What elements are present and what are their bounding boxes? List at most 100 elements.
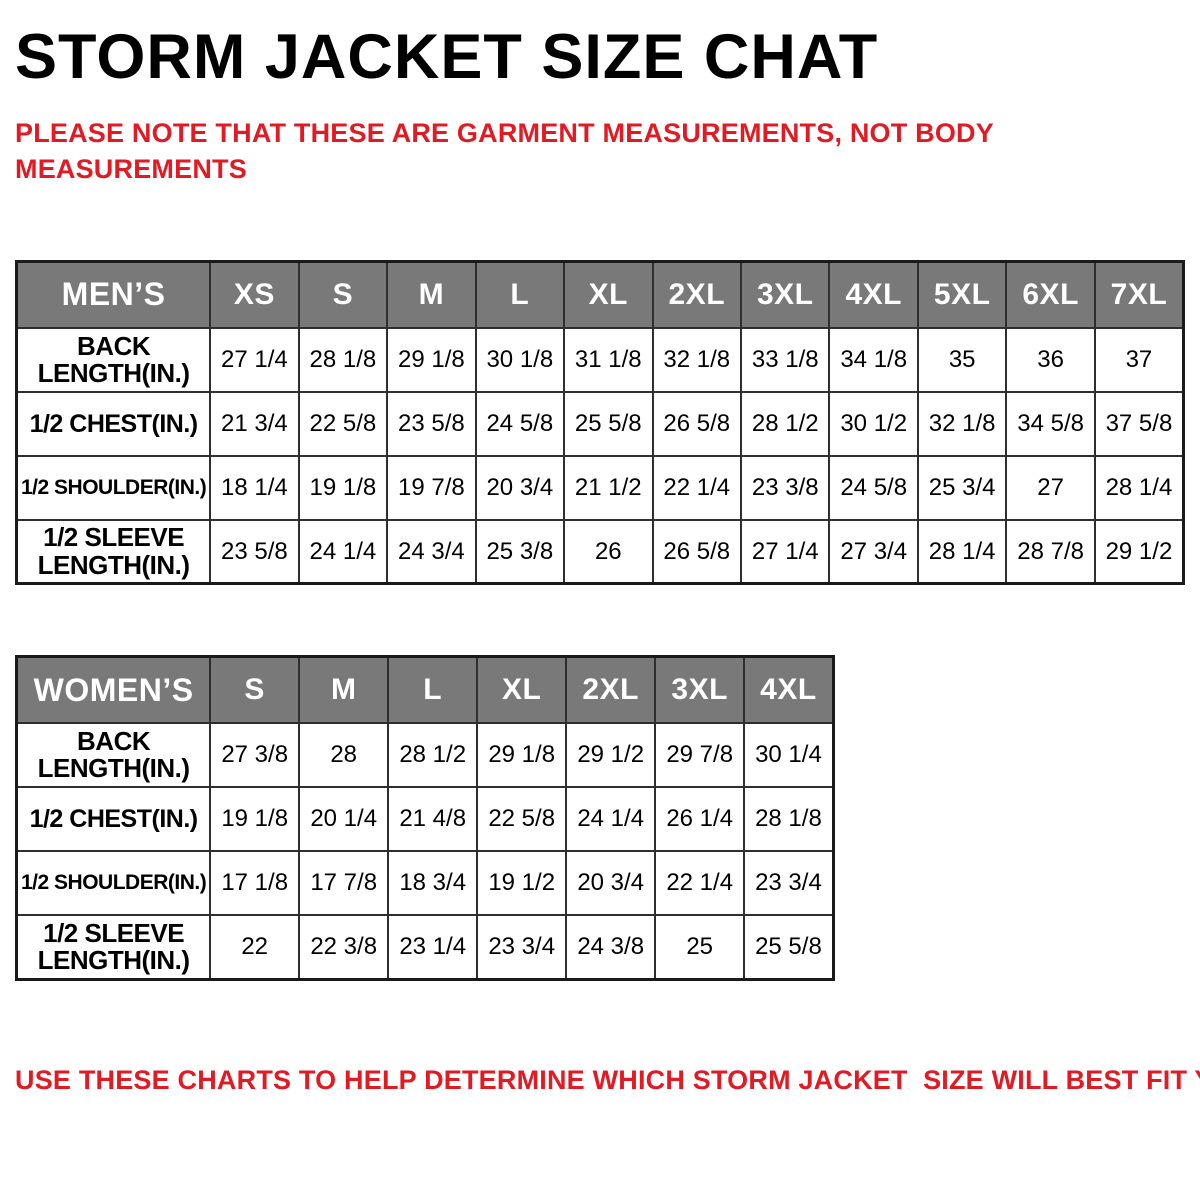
measurement-row-label: 1/2 SLEEVE LENGTH(IN.)	[15, 518, 212, 585]
size-column-header: XS	[209, 260, 300, 329]
measurement-value-cell: 20 1/4	[298, 786, 390, 853]
measurement-value-cell: 17 7/8	[298, 850, 390, 917]
measurement-value-cell: 28 1/4	[916, 518, 1008, 585]
measurement-value-cell: 27 3/4	[828, 518, 919, 585]
measurement-row-label: 1/2 CHEST(IN.)	[15, 786, 212, 853]
table-caption: WOMEN’S	[15, 655, 212, 725]
size-column-header: L	[474, 260, 566, 329]
measurement-value-cell: 17 1/8	[209, 850, 301, 917]
measurement-row: 1/2 SHOULDER(IN.) 17 1/8 17 7/8 18 3/4 19 1/…	[15, 850, 835, 917]
measurement-value-cell: 28 1/4	[1093, 454, 1185, 521]
measurement-row-label: BACK LENGTH(IN.)	[15, 722, 212, 789]
measurement-row-label: 1/2 SHOULDER(IN.)	[15, 850, 212, 917]
measurement-value-cell: 25 5/8	[563, 390, 654, 457]
measurement-value-cell: 24 5/8	[828, 454, 919, 521]
size-column-header: 6XL	[1005, 260, 1096, 329]
size-column-header: 4XL	[828, 260, 919, 329]
size-column-header: 4XL	[743, 655, 835, 725]
measurement-value-cell: 19 1/2	[476, 850, 568, 917]
measurement-value-cell: 23 3/8	[739, 454, 831, 521]
measurement-value-cell: 29 1/8	[386, 326, 477, 393]
measurement-value-cell: 19 1/8	[209, 786, 301, 853]
measurement-value-cell: 23 5/8	[386, 390, 477, 457]
size-column-header: 3XL	[654, 655, 746, 725]
measurement-value-cell: 28 1/8	[297, 326, 389, 393]
measurement-value-cell: 20 3/4	[565, 850, 657, 917]
size-column-header: 7XL	[1093, 260, 1185, 329]
measurement-value-cell: 28 7/8	[1005, 518, 1096, 585]
measurement-value-cell: 25 3/4	[916, 454, 1008, 521]
measurement-value-cell: 22	[209, 914, 301, 981]
measurement-value-cell: 20 3/4	[474, 454, 566, 521]
measurement-value-cell: 23 3/4	[743, 850, 835, 917]
size-column-header: 3XL	[739, 260, 831, 329]
measurement-row: 1/2 SHOULDER(IN.) 18 1/4 19 1/8 19 7/8 20 3/…	[15, 454, 1185, 521]
measurement-value-cell: 22 5/8	[297, 390, 389, 457]
measurement-value-cell: 26 5/8	[651, 390, 743, 457]
size-column-header: M	[386, 260, 477, 329]
measurement-value-cell: 21 4/8	[387, 786, 479, 853]
measurement-value-cell: 32 1/8	[651, 326, 743, 393]
measurement-value-cell: 25 5/8	[743, 914, 835, 981]
measurement-value-cell: 28 1/8	[743, 786, 835, 853]
measurement-value-cell: 26 5/8	[651, 518, 743, 585]
measurement-value-cell: 31 1/8	[563, 326, 654, 393]
measurement-row-label: BACK LENGTH(IN.)	[15, 326, 212, 393]
measurement-value-cell: 23 5/8	[209, 518, 300, 585]
measurement-value-cell: 29 1/8	[476, 722, 568, 789]
measurement-value-cell: 33 1/8	[739, 326, 831, 393]
size-column-header: XL	[563, 260, 654, 329]
womens-size-table-section: WOMEN’S S M L XL 2XL 3XL 4XL BACK LENGTH(IN.) 27 …	[15, 655, 1185, 981]
size-column-header: S	[297, 260, 389, 329]
measurement-value-cell: 19 1/8	[297, 454, 389, 521]
measurement-value-cell: 27	[1005, 454, 1096, 521]
measurement-value-cell: 32 1/8	[916, 390, 1008, 457]
measurement-value-cell: 18 1/4	[209, 454, 300, 521]
measurement-value-cell: 28 1/2	[387, 722, 479, 789]
measurement-value-cell: 21 1/2	[563, 454, 654, 521]
mens-size-table-section: MEN’S XS S M L XL 2XL 3XL 4XL 5XL 6XL 7XL BACK LENGT…	[15, 259, 1185, 586]
measurement-value-cell: 22 1/4	[654, 850, 746, 917]
measurement-value-cell: 24 3/4	[386, 518, 477, 585]
measurement-value-cell: 27 1/4	[739, 518, 831, 585]
measurement-row-label: 1/2 CHEST(IN.)	[15, 390, 212, 457]
measurement-value-cell: 22 1/4	[651, 454, 743, 521]
page-title: STORM JACKET SIZE CHAT	[15, 22, 879, 92]
measurement-value-cell: 24 1/4	[565, 786, 657, 853]
measurement-value-cell: 22 5/8	[476, 786, 568, 853]
measurement-row: 1/2 SLEEVE LENGTH(IN.) 22 22 3/8 23 1/4 23 3…	[15, 914, 835, 981]
measurement-value-cell: 26 1/4	[654, 786, 746, 853]
measurement-value-cell: 22 3/8	[298, 914, 390, 981]
size-column-header: 2XL	[651, 260, 743, 329]
size-column-header: 5XL	[916, 260, 1008, 329]
measurement-value-cell: 23 1/4	[387, 914, 479, 981]
measurement-row: 1/2 CHEST(IN.) 19 1/8 20 1/4 21 4/8 22 5/8 24…	[15, 786, 835, 853]
measurement-value-cell: 28	[298, 722, 390, 789]
measurement-value-cell: 34 5/8	[1005, 390, 1096, 457]
measurement-value-cell: 26	[563, 518, 654, 585]
garment-measurement-note: PLEASE NOTE THAT THESE ARE GARMENT MEASU…	[15, 115, 1185, 188]
garment-note-line-1: PLEASE NOTE THAT THESE ARE GARMENT MEASU…	[15, 118, 994, 148]
size-column-header: XL	[476, 655, 568, 725]
measurement-value-cell: 24 5/8	[474, 390, 566, 457]
measurement-value-cell: 30 1/2	[828, 390, 919, 457]
womens-size-table: WOMEN’S S M L XL 2XL 3XL 4XL BACK LENGTH(IN.) 27 …	[15, 655, 835, 981]
size-column-header: S	[209, 655, 301, 725]
measurement-value-cell: 24 1/4	[297, 518, 389, 585]
measurement-value-cell: 21 3/4	[209, 390, 300, 457]
measurement-value-cell: 34 1/8	[828, 326, 919, 393]
measurement-value-cell: 37	[1093, 326, 1185, 393]
size-column-header: L	[387, 655, 479, 725]
measurement-row-label: 1/2 SHOULDER(IN.)	[15, 454, 212, 521]
measurement-row: 1/2 CHEST(IN.) 21 3/4 22 5/8 23 5/8 24 5/8 25…	[15, 390, 1185, 457]
measurement-value-cell: 18 3/4	[387, 850, 479, 917]
size-column-header: 2XL	[565, 655, 657, 725]
measurement-row-label: 1/2 SLEEVE LENGTH(IN.)	[15, 914, 212, 981]
measurement-row: BACK LENGTH(IN.) 27 3/8 28 28 1/2 29 1/8 29 1…	[15, 722, 835, 789]
measurement-value-cell: 24 3/8	[565, 914, 657, 981]
measurement-row: 1/2 SLEEVE LENGTH(IN.) 23 5/8 24 1/4 24 3/4…	[15, 518, 1185, 585]
measurement-value-cell: 37 5/8	[1093, 390, 1185, 457]
size-header-row: WOMEN’S S M L XL 2XL 3XL 4XL	[15, 655, 835, 725]
measurement-value-cell: 27 3/8	[209, 722, 301, 789]
